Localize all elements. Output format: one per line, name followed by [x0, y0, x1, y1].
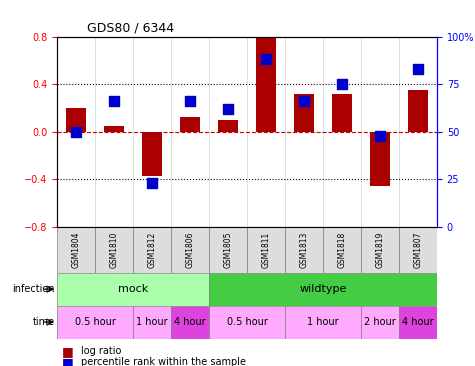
FancyBboxPatch shape — [57, 306, 133, 339]
Bar — [180, 117, 200, 132]
FancyBboxPatch shape — [399, 306, 437, 339]
Text: 0.5 hour: 0.5 hour — [75, 317, 115, 327]
Text: 0.5 hour: 0.5 hour — [227, 317, 267, 327]
Text: 4 hour: 4 hour — [174, 317, 206, 327]
FancyBboxPatch shape — [209, 273, 437, 306]
FancyBboxPatch shape — [133, 306, 171, 339]
FancyBboxPatch shape — [285, 227, 323, 273]
Bar — [66, 108, 86, 132]
Text: 4 hour: 4 hour — [402, 317, 434, 327]
Text: mock: mock — [118, 284, 148, 294]
Bar — [256, 38, 276, 132]
FancyBboxPatch shape — [323, 227, 361, 273]
Bar — [332, 94, 352, 132]
FancyBboxPatch shape — [247, 227, 285, 273]
Bar — [218, 120, 238, 132]
Point — [262, 56, 270, 62]
Bar — [370, 132, 390, 187]
FancyBboxPatch shape — [171, 306, 209, 339]
Point — [72, 129, 80, 135]
FancyBboxPatch shape — [57, 227, 95, 273]
Text: GSM1806: GSM1806 — [186, 232, 194, 268]
Point — [186, 98, 194, 104]
Text: percentile rank within the sample: percentile rank within the sample — [81, 357, 246, 366]
Text: time: time — [33, 317, 55, 327]
Text: GSM1811: GSM1811 — [262, 232, 270, 268]
Text: GSM1804: GSM1804 — [72, 232, 80, 268]
Point — [338, 81, 346, 87]
Text: 2 hour: 2 hour — [364, 317, 396, 327]
Bar — [294, 94, 314, 132]
FancyBboxPatch shape — [361, 306, 399, 339]
Text: ■: ■ — [62, 356, 74, 366]
Text: GSM1805: GSM1805 — [224, 232, 232, 268]
Bar — [104, 126, 124, 132]
Text: GSM1807: GSM1807 — [414, 232, 422, 268]
Bar — [408, 90, 428, 132]
FancyBboxPatch shape — [399, 227, 437, 273]
Text: wildtype: wildtype — [299, 284, 347, 294]
Text: GDS80 / 6344: GDS80 / 6344 — [87, 21, 174, 34]
Point — [224, 106, 232, 112]
Point — [148, 180, 156, 186]
FancyBboxPatch shape — [57, 273, 209, 306]
Point — [300, 98, 308, 104]
Text: log ratio: log ratio — [81, 346, 121, 356]
FancyBboxPatch shape — [361, 227, 399, 273]
FancyBboxPatch shape — [209, 306, 285, 339]
Text: infection: infection — [13, 284, 55, 294]
Point — [110, 98, 118, 104]
FancyBboxPatch shape — [95, 227, 133, 273]
Bar — [142, 132, 162, 176]
Text: GSM1813: GSM1813 — [300, 232, 308, 268]
Text: GSM1819: GSM1819 — [376, 232, 384, 268]
Text: GSM1812: GSM1812 — [148, 232, 156, 268]
Text: 1 hour: 1 hour — [307, 317, 339, 327]
Text: GSM1810: GSM1810 — [110, 232, 118, 268]
FancyBboxPatch shape — [285, 306, 361, 339]
Point — [376, 132, 384, 138]
Text: 1 hour: 1 hour — [136, 317, 168, 327]
FancyBboxPatch shape — [209, 227, 247, 273]
Text: ■: ■ — [62, 345, 74, 358]
Text: GSM1818: GSM1818 — [338, 232, 346, 268]
FancyBboxPatch shape — [133, 227, 171, 273]
Point — [414, 66, 422, 72]
FancyBboxPatch shape — [171, 227, 209, 273]
